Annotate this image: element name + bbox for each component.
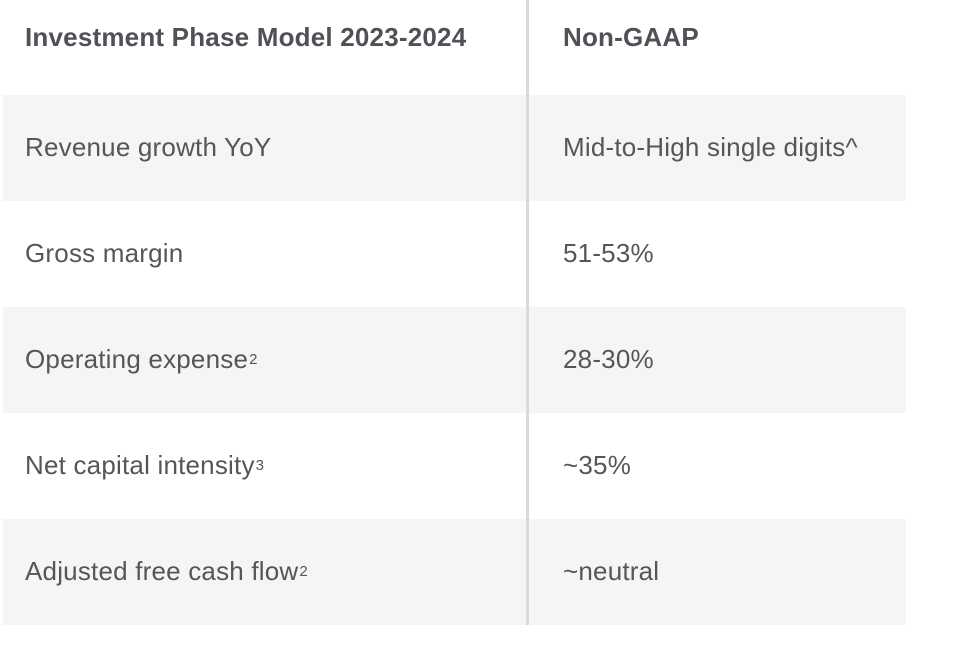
row-label: Net capital intensity 3 [25, 450, 265, 481]
row-label: Adjusted free cash flow 2 [25, 556, 308, 587]
column-header-non-gaap: Non-GAAP [563, 21, 699, 52]
table-row: Operating expense 2 28-30% [3, 307, 906, 413]
row-label-text: Gross margin [25, 238, 184, 269]
row-value: Mid-to-High single digits^ [563, 132, 858, 163]
column-divider [526, 201, 529, 307]
column-divider [526, 413, 529, 519]
row-value: 51-53% [563, 238, 654, 269]
row-value: ~neutral [563, 556, 660, 587]
row-label-text: Operating expense [25, 344, 249, 375]
row-label-text: Adjusted free cash flow [25, 556, 299, 587]
row-label: Revenue growth YoY [3, 95, 526, 201]
table-row: Gross margin 51-53% [3, 201, 906, 307]
row-label-text: Revenue growth YoY [25, 132, 272, 163]
table-title: Investment Phase Model 2023-2024 [25, 21, 467, 52]
table-row: Net capital intensity 3 ~35% [3, 413, 906, 519]
table-header-row: Investment Phase Model 2023-2024 Non-GAA… [3, 0, 906, 95]
row-label-text: Net capital intensity [25, 450, 255, 481]
investment-phase-model-table: Investment Phase Model 2023-2024 Non-GAA… [3, 0, 906, 625]
column-divider [526, 519, 529, 625]
row-value: ~35% [563, 450, 632, 481]
column-divider [526, 307, 529, 413]
row-label: Operating expense 2 [25, 344, 258, 375]
column-divider [526, 95, 529, 201]
row-value: 28-30% [563, 344, 654, 375]
column-divider [526, 0, 529, 95]
row-label: Gross margin [3, 201, 526, 307]
table-row: Revenue growth YoY Mid-to-High single di… [3, 95, 906, 201]
table-row: Adjusted free cash flow 2 ~neutral [3, 519, 906, 625]
